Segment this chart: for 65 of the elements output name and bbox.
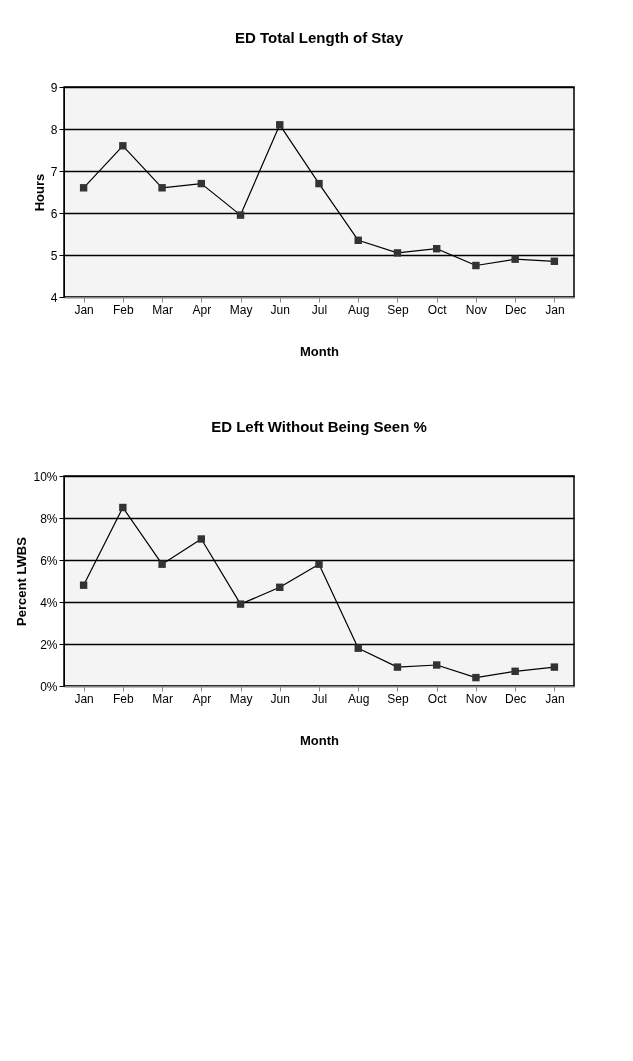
y-tick-label: 4% [40,595,58,610]
point [432,661,441,669]
x-tick-label: Nov [465,302,488,317]
x-axis-title: Month [300,732,340,748]
x-tick-label: Feb [113,302,135,317]
point [276,121,284,129]
chart-title: ED Total Length of Stay [234,29,404,46]
y-tick-label: 8 [50,122,58,137]
y-axis-title: Hours [31,173,47,212]
x-tick-label: Aug [348,691,370,706]
y-axis-title: Percent LWBS [14,536,30,626]
point [550,663,559,671]
point [79,184,88,192]
x-tick-label: Jun [270,691,290,706]
x-tick-label: Jul [311,691,328,706]
x-tick-label: Jul [311,302,328,317]
x-tick-label: Jan [545,691,565,706]
point [158,184,166,192]
x-tick-label: Nov [465,691,488,706]
point [511,667,519,676]
y-tick-label: 0% [40,679,58,694]
y-tick-label: 6% [40,553,58,568]
x-tick-label: Oct [427,691,448,706]
y-tick-label: 10% [33,469,58,484]
point [393,249,402,257]
x-tick-label: Jan [74,302,94,317]
point [315,179,323,188]
point [236,600,245,608]
x-tick-label: Aug [348,302,370,317]
x-tick-label: Apr [192,302,212,317]
x-tick-label: Feb [113,691,135,706]
point [315,560,323,568]
x-tick-label: Jan [545,302,565,317]
x-tick-label: Mar [152,302,173,317]
point [393,663,402,671]
x-tick-label: Sep [387,302,409,317]
x-tick-label: May [229,691,253,706]
x-tick-label: Mar [152,691,173,706]
y-tick-label: 2% [40,637,58,652]
chart-title: ED Left Without Being Seen % [211,418,427,435]
point [158,560,166,568]
x-tick-label: Sep [387,691,409,706]
y-tick-label: 6 [50,206,58,221]
point [354,644,362,652]
point [197,535,206,543]
x-axis-title: Month [300,343,340,359]
point [236,211,245,219]
y-tick-label: 7 [50,164,58,179]
y-tick-label: 5 [50,248,58,263]
x-tick-label: May [229,302,253,317]
x-tick-label: Dec [504,302,527,317]
x-tick-label: Oct [427,302,448,317]
x-tick-label: Apr [192,691,212,706]
x-tick-label: Jun [270,302,290,317]
point [472,673,480,682]
y-tick-label: 4 [50,290,58,305]
x-tick-label: Dec [504,691,527,706]
y-tick-label: 8% [40,511,58,526]
point [79,581,88,589]
x-tick-label: Jan [74,691,94,706]
point [119,503,127,512]
y-tick-label: 9 [50,80,58,95]
point [511,255,519,263]
point [472,261,480,270]
point [119,142,127,150]
